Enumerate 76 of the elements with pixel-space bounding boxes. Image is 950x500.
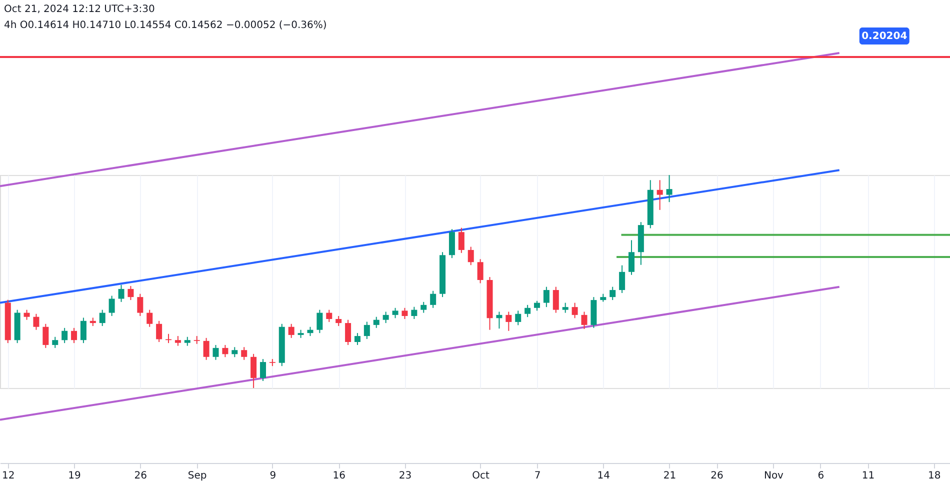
candlestick xyxy=(212,344,219,360)
x-tick-label: 14 xyxy=(597,470,610,482)
candlestick xyxy=(515,310,522,326)
candlestick xyxy=(666,174,672,203)
x-tick-label: Oct xyxy=(472,470,490,482)
candlestick xyxy=(373,316,380,328)
candlestick xyxy=(506,311,512,332)
candlestick xyxy=(62,327,68,344)
candlestick xyxy=(24,309,30,320)
x-tick-label: 23 xyxy=(398,470,412,482)
x-tick-label: 16 xyxy=(332,470,346,482)
candlestick xyxy=(222,344,228,358)
candlestick xyxy=(468,246,474,266)
candlestick xyxy=(146,309,153,328)
candlestick xyxy=(581,311,588,330)
x-tick-label: 26 xyxy=(710,470,724,482)
candlestick xyxy=(174,336,181,346)
text: 4h O0.14614 H0.14710 L0.14554 C0.14562 −0.00052 (−0.36%) xyxy=(4,20,327,31)
x-tick-label: 9 xyxy=(270,470,276,482)
candlestick xyxy=(307,326,314,337)
candlestick xyxy=(656,180,663,210)
candlestick xyxy=(203,337,210,360)
candlestick xyxy=(610,286,616,301)
candlestick xyxy=(534,300,540,312)
x-tick-label: 7 xyxy=(534,470,541,482)
candlestick xyxy=(326,309,332,322)
candlestick xyxy=(128,285,134,301)
x-tick-label: 6 xyxy=(818,470,824,482)
candlestick xyxy=(382,311,389,324)
x-tick-label: Sep xyxy=(188,470,207,482)
candlestick xyxy=(241,346,248,360)
text: Oct 21, 2024 12:12 UTC+3:30 xyxy=(4,4,155,15)
x-tick-label: 12 xyxy=(2,470,15,482)
candlestick xyxy=(572,302,578,319)
candlestick xyxy=(316,309,323,334)
candlestick xyxy=(118,284,124,302)
x-tick-label: 19 xyxy=(68,470,81,482)
candlestick xyxy=(628,240,634,276)
candlestick xyxy=(108,295,115,317)
candlestick xyxy=(80,317,86,344)
candlestick xyxy=(619,264,626,294)
candlestick xyxy=(458,227,464,254)
candlestick xyxy=(448,228,455,259)
x-tick-label: 26 xyxy=(134,470,148,482)
candlestick xyxy=(524,304,531,318)
candlestick xyxy=(552,286,559,314)
candlestick xyxy=(156,320,162,342)
candlestick xyxy=(364,321,370,340)
candlestick xyxy=(42,323,49,348)
candlestick xyxy=(411,306,418,320)
candlestick xyxy=(336,316,342,327)
candlestick xyxy=(420,301,427,314)
candlestick xyxy=(71,327,78,344)
candlestick xyxy=(232,346,238,358)
candlestick xyxy=(562,302,568,314)
candlestick xyxy=(137,293,144,317)
annotation: 0.20204 xyxy=(862,30,908,42)
candlestick xyxy=(52,336,58,348)
candlestick xyxy=(402,307,408,320)
x-tick-label: 18 xyxy=(928,470,941,482)
candlestick xyxy=(543,286,550,308)
candlestick xyxy=(477,258,484,284)
candlestick xyxy=(99,309,106,327)
candlestick xyxy=(345,319,352,346)
candlestick xyxy=(250,353,257,388)
candlestick xyxy=(496,311,502,330)
x-tick-label: Nov xyxy=(764,470,784,482)
candlestick xyxy=(260,358,266,382)
candlestick xyxy=(354,332,360,346)
x-tick-label: 11 xyxy=(862,470,875,482)
candlestick xyxy=(392,307,398,319)
candlestick xyxy=(288,323,294,338)
x-tick-label: 21 xyxy=(663,470,676,482)
candlestick xyxy=(430,290,436,308)
candlestick xyxy=(33,313,40,330)
candlestick xyxy=(166,333,172,344)
